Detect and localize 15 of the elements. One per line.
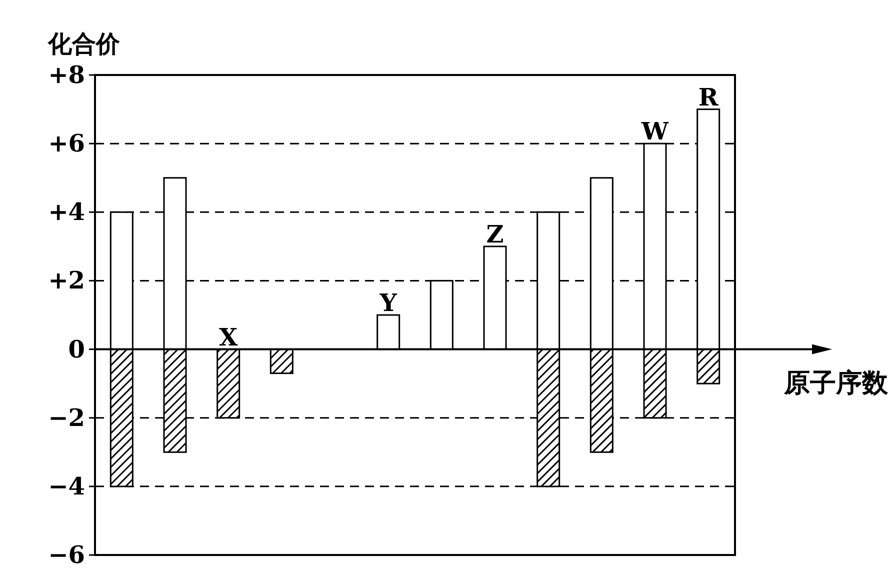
y-tick-label: +4 — [48, 197, 85, 226]
y-tick-label: +6 — [48, 128, 85, 158]
data-label: R — [698, 82, 720, 112]
data-label: Z — [486, 219, 504, 248]
y-tick-label: +2 — [48, 266, 85, 295]
y-tick-label: −4 — [48, 471, 85, 500]
y-tick-label: −2 — [48, 402, 85, 432]
x-axis-title: 原子序数 — [783, 368, 889, 398]
y-axis-title: 化合价 — [47, 29, 121, 58]
data-label: Y — [378, 288, 398, 317]
data-label: W — [640, 116, 670, 146]
y-tick-label: −6 — [48, 540, 85, 569]
data-label: X — [219, 322, 238, 352]
y-tick-label: +8 — [48, 60, 85, 89]
y-tick-label: 0 — [68, 334, 85, 364]
